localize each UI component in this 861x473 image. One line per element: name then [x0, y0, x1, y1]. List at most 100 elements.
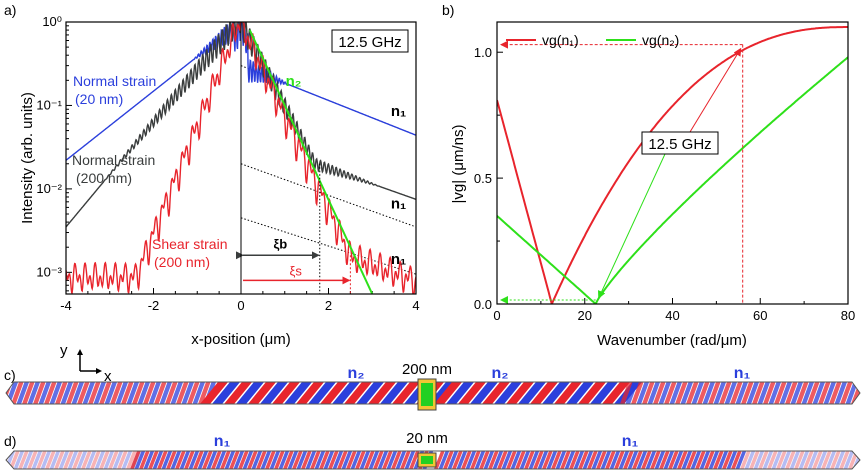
stripe-red [551, 451, 562, 469]
stripe-red [623, 451, 634, 469]
stripe-red [157, 451, 168, 469]
stripe-red [524, 451, 535, 469]
stripe-red [247, 451, 258, 469]
stripe-red [722, 451, 733, 469]
stripe-red [659, 451, 670, 469]
stripe-red [470, 451, 481, 469]
stripe-blue [188, 451, 200, 469]
stripe-red [443, 451, 454, 469]
annotation-box [641, 131, 719, 155]
stripe-red [479, 451, 490, 469]
stripe-red [77, 382, 90, 404]
stripe-red [785, 382, 798, 404]
strip-c-label: c) [4, 367, 16, 383]
stripe-blue [744, 451, 756, 469]
panel-b-legend: vg(n₁) vg(n₂) [506, 32, 679, 48]
stripe-red [166, 451, 177, 469]
stripe-red [774, 382, 787, 404]
n1-label-2: n₁ [391, 196, 406, 213]
stripe-blue [192, 382, 206, 404]
stripe-red [668, 451, 679, 469]
stripe-red [220, 451, 231, 469]
stripe-blue [845, 382, 859, 404]
stripe-red [641, 451, 652, 469]
x-tick-label: 0 [237, 298, 244, 313]
stripe-red [533, 451, 544, 469]
x-tick-label: 80 [841, 308, 855, 323]
stripe-red [320, 382, 349, 404]
stripe-blue [708, 451, 720, 469]
stripe-red [713, 451, 724, 469]
stripe-red [631, 382, 644, 404]
stripe-blue [314, 451, 326, 469]
stripe-blue [492, 451, 504, 469]
stripe-blue [713, 382, 727, 404]
stripe-red [704, 451, 715, 469]
series-label-3: Shear strain [152, 236, 227, 252]
stripe-red [54, 451, 65, 469]
series-label-1: Normal strain [73, 73, 156, 89]
stripe-blue [735, 382, 749, 404]
strip-d-outline [5, 450, 861, 470]
stripe-blue [404, 451, 416, 469]
stripe-blue [636, 382, 650, 404]
stripe-red [248, 382, 277, 404]
stripe-blue [780, 451, 792, 469]
stripe-red [807, 382, 820, 404]
stripe-blue [143, 451, 155, 469]
stripe-red [650, 451, 661, 469]
stripe-blue [834, 451, 846, 469]
stripe-red [752, 382, 765, 404]
stripe-blue [76, 451, 88, 469]
stripe-red [578, 382, 607, 404]
series-sublabel-2: (200 nm) [76, 170, 132, 186]
stripe-red [117, 451, 128, 469]
stripe-red [731, 451, 742, 469]
panel-b: b) |vg| (μm/ns) Wavenumber (rad/μm) 0 20 4… [442, 2, 855, 349]
freq-box-label: 12.5 GHz [338, 34, 401, 51]
stripe-red [99, 451, 110, 469]
stripe-red [614, 451, 625, 469]
stripe-red [686, 451, 697, 469]
stripe-blue [510, 451, 522, 469]
stripe-blue [564, 451, 576, 469]
panel-a-labels: Normal strain (20 nm) Normal strain (200 nm… [72, 73, 406, 270]
stripe-blue [112, 451, 124, 469]
stripe-red [719, 382, 732, 404]
stripe-blue [16, 382, 30, 404]
panel-b-series [497, 26, 848, 304]
stripe-blue [591, 451, 603, 469]
stripe-blue [395, 451, 407, 469]
stripe-red [497, 451, 508, 469]
stripe-blue [519, 451, 531, 469]
stripe-red [840, 382, 853, 404]
stripe-blue [38, 382, 52, 404]
stripe-red [55, 382, 68, 404]
stripe-red [72, 451, 83, 469]
stripe-red [132, 382, 145, 404]
y-tick-label: 10⁰ [42, 14, 62, 29]
stripe-red [730, 382, 743, 404]
stripe-blue [22, 451, 34, 469]
stripe-red [452, 451, 463, 469]
stripe-blue [852, 451, 860, 469]
stripe-red [749, 451, 760, 469]
stripe-red [373, 451, 384, 469]
stripe-red [818, 382, 831, 404]
stripe-blue [287, 451, 299, 469]
stripe-red [664, 382, 677, 404]
stripe-blue [152, 451, 164, 469]
stripe-red [578, 451, 589, 469]
stripe-red [530, 382, 559, 404]
stripe-red [785, 451, 796, 469]
stripe-red [741, 382, 754, 404]
stripe-blue [121, 451, 133, 469]
stripe-blue [284, 382, 313, 404]
stripe-blue [825, 451, 837, 469]
stripe-blue [103, 451, 115, 469]
stripe-blue [555, 451, 567, 469]
stripe-blue [206, 451, 218, 469]
stripe-red [274, 451, 285, 469]
stripe-blue [798, 451, 810, 469]
panel-a: a) Intensity (arb. units) x-position (μm… [4, 2, 420, 348]
